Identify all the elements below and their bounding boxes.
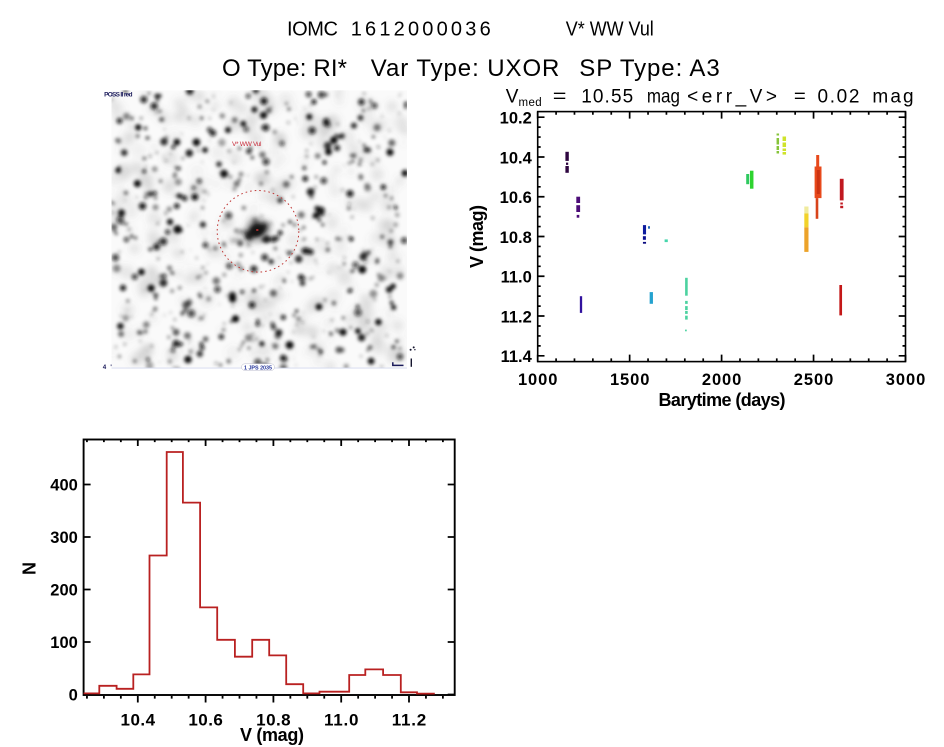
svg-text:10.2: 10.2: [500, 110, 532, 128]
svg-text:11.2: 11.2: [392, 711, 427, 730]
svg-text:100: 100: [50, 634, 78, 652]
svg-text:2500: 2500: [794, 371, 834, 389]
svg-text:V (mag): V (mag): [467, 205, 487, 268]
svg-text:10.8: 10.8: [256, 711, 291, 730]
svg-text:V (mag): V (mag): [240, 725, 304, 745]
svg-text:Barytime (days): Barytime (days): [659, 390, 786, 410]
svg-text:0.02: 0.02: [818, 86, 860, 107]
svg-text:mag: mag: [872, 86, 913, 107]
svg-text:400: 400: [50, 476, 78, 494]
svg-text:10.6: 10.6: [500, 189, 532, 207]
svg-text:0: 0: [69, 686, 78, 704]
svg-text:11.4: 11.4: [501, 348, 533, 366]
svg-text:V* WW Vul: V* WW Vul: [566, 19, 654, 41]
svg-text:200: 200: [50, 581, 78, 599]
svg-text:1500: 1500: [610, 371, 650, 389]
svg-text:10.4: 10.4: [121, 711, 156, 730]
svg-text:11.0: 11.0: [324, 711, 359, 730]
svg-text:3000: 3000: [886, 371, 926, 389]
svg-text:11.2: 11.2: [501, 308, 532, 326]
svg-text:1000: 1000: [518, 371, 558, 389]
svg-text:IOMC: IOMC: [287, 19, 338, 41]
svg-text:300: 300: [50, 529, 78, 547]
svg-text:SP Type: A3: SP Type: A3: [579, 55, 719, 82]
svg-text:10.4: 10.4: [500, 149, 533, 167]
svg-text:V: V: [506, 86, 519, 107]
svg-text:V* WW Vul: V* WW Vul: [232, 141, 262, 148]
svg-text:Var Type: UXOR: Var Type: UXOR: [371, 55, 560, 82]
svg-text:O Type: RI*: O Type: RI*: [222, 55, 347, 82]
svg-text:med: med: [519, 97, 542, 109]
svg-text:10.6: 10.6: [188, 711, 223, 730]
svg-text:10.8: 10.8: [500, 229, 532, 247]
svg-text:10.55: 10.55: [581, 86, 633, 107]
svg-text:=: =: [794, 86, 806, 107]
svg-text:1 JPS 2035: 1 JPS 2035: [244, 365, 272, 371]
svg-text:11.0: 11.0: [501, 269, 532, 287]
svg-text:N: N: [20, 562, 40, 575]
svg-text:=: =: [553, 86, 567, 107]
svg-text:2000: 2000: [702, 371, 742, 389]
svg-text:POSS II red: POSS II red: [104, 92, 132, 99]
svg-text:mag: mag: [647, 86, 680, 107]
